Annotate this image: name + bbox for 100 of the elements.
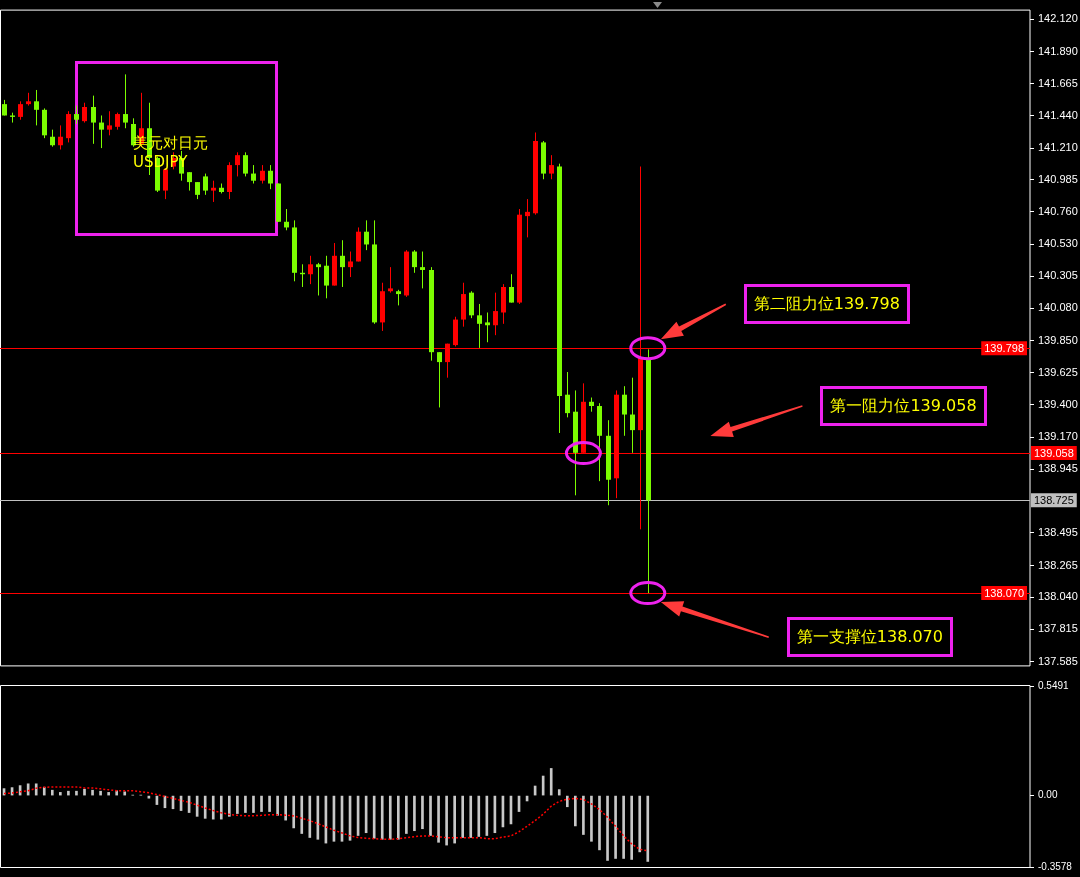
candlestick — [123, 73, 128, 129]
y-tick-label: 137.815 — [1038, 622, 1078, 635]
y-tick-label: 139.850 — [1038, 333, 1078, 346]
bar — [107, 792, 110, 796]
bar — [211, 795, 215, 820]
bar — [413, 795, 416, 832]
bar — [50, 789, 54, 796]
candlestick — [58, 124, 63, 150]
candlestick — [477, 303, 482, 349]
candlestick — [549, 154, 554, 180]
bar — [260, 795, 263, 812]
y-tick-label: 0.00 — [1038, 789, 1058, 801]
line-series — [3, 786, 649, 852]
candlestick — [107, 110, 112, 136]
y-tick-label: 0.5491 — [1038, 679, 1070, 691]
bar — [582, 795, 585, 835]
bar — [469, 795, 473, 838]
bar — [388, 795, 392, 840]
bar — [396, 795, 400, 840]
bar — [630, 795, 634, 860]
annotation: 第一阻力位139.058 — [830, 396, 977, 416]
bar — [292, 795, 296, 829]
bar — [284, 795, 287, 821]
candlestick — [211, 180, 216, 203]
bar — [405, 795, 408, 834]
bar — [300, 795, 304, 834]
bar — [99, 790, 102, 796]
candlestick — [340, 239, 345, 288]
y-tick-label: 139.170 — [1038, 430, 1078, 443]
bar — [622, 795, 625, 859]
y-tick-label: 138.945 — [1038, 462, 1078, 475]
candlestick — [18, 100, 23, 121]
candlestick — [203, 173, 208, 196]
candlestick — [630, 377, 635, 454]
bar — [203, 795, 207, 819]
y-tick-label: 141.440 — [1038, 108, 1078, 121]
annotation: 第一支撑位138.070 — [796, 627, 943, 647]
candlestick — [420, 251, 425, 289]
bar — [638, 795, 642, 853]
candlestick — [91, 95, 96, 145]
bar — [429, 795, 432, 836]
candlestick — [622, 385, 627, 437]
candlestick — [268, 164, 273, 190]
bar — [549, 768, 553, 796]
bar — [252, 795, 255, 813]
candlestick — [509, 273, 514, 304]
candlestick — [187, 171, 192, 192]
bar — [228, 795, 231, 817]
y-tick-label: 140.985 — [1038, 173, 1078, 185]
bar — [75, 790, 78, 796]
ref-line-label: 139.798 — [984, 341, 1024, 354]
candlestick — [412, 249, 417, 274]
annotation: 第二阻力位139.798 — [753, 294, 900, 314]
y-tick-label: 140.080 — [1038, 301, 1078, 314]
candlestick — [82, 102, 87, 124]
candlestick — [316, 262, 321, 296]
bar — [236, 795, 239, 814]
ref-line-label: 138.725 — [1034, 493, 1074, 506]
candlestick — [388, 266, 393, 294]
candlestick — [348, 251, 353, 278]
bar — [244, 795, 247, 813]
bar — [34, 783, 38, 796]
y-tick-label: 138.040 — [1038, 590, 1078, 603]
y-tick-label: 141.210 — [1038, 141, 1078, 154]
candlestick — [235, 151, 240, 177]
bar — [590, 795, 593, 842]
candlestick — [525, 198, 530, 238]
y-tick-label: 141.665 — [1038, 76, 1078, 89]
y-tick-label: 140.760 — [1038, 204, 1078, 217]
bar — [421, 795, 424, 830]
bar — [477, 795, 481, 837]
bar — [461, 795, 465, 838]
bar — [42, 786, 46, 796]
bar — [557, 789, 561, 796]
bar — [91, 789, 94, 796]
bar — [219, 795, 223, 820]
candlestick — [34, 89, 39, 126]
y-tick-label: 138.265 — [1038, 558, 1078, 571]
candlestick — [565, 371, 570, 418]
candlestick — [308, 255, 313, 285]
bar — [308, 795, 312, 838]
candlestick — [364, 219, 369, 251]
bar — [380, 795, 384, 840]
candlestick — [74, 105, 79, 125]
bar — [453, 795, 456, 844]
bar — [276, 795, 279, 816]
y-tick-label: 141.890 — [1038, 44, 1078, 57]
bar — [574, 795, 577, 827]
ref-line-label: 138.070 — [984, 586, 1024, 599]
y-tick-label: 139.625 — [1038, 365, 1078, 378]
y-tick-label: 139.400 — [1038, 397, 1078, 410]
candlestick — [251, 164, 256, 185]
candlestick — [469, 290, 474, 319]
y-tick-label: -0.3578 — [1038, 860, 1073, 872]
y-tick-label: 142.120 — [1038, 12, 1078, 25]
bar — [598, 795, 601, 851]
bar — [614, 795, 617, 859]
bar — [268, 795, 271, 812]
ref-line-label: 139.058 — [1034, 446, 1074, 459]
y-tick-label: 140.530 — [1038, 237, 1078, 250]
